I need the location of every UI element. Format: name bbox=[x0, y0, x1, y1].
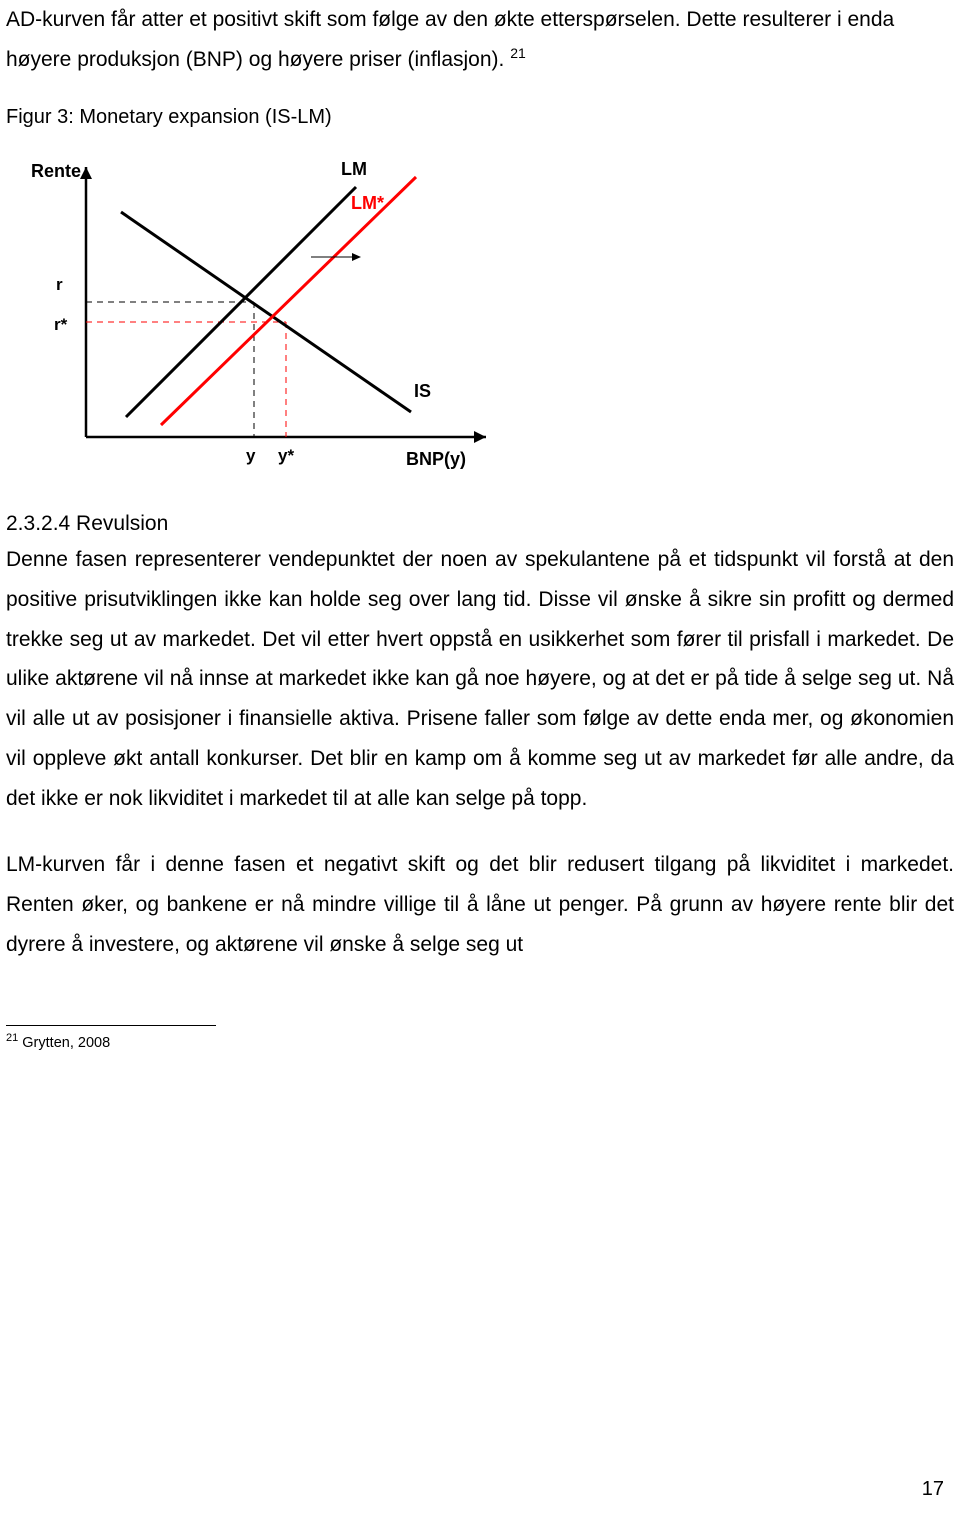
footnote-num: 21 bbox=[6, 1032, 18, 1044]
svg-text:BNP(y): BNP(y) bbox=[406, 449, 466, 469]
svg-text:r: r bbox=[56, 275, 63, 294]
figure-title: Figur 3: Monetary expansion (IS-LM) bbox=[6, 106, 954, 129]
islm-chart: Rente LM LM* r r* IS y y* BNP(y) bbox=[6, 147, 954, 482]
svg-text:Rente: Rente bbox=[31, 161, 81, 181]
footnote: 21 Grytten, 2008 bbox=[6, 1032, 954, 1051]
page-number: 17 bbox=[922, 1478, 944, 1501]
svg-text:IS: IS bbox=[414, 381, 431, 401]
body-paragraph-2: LM-kurven får i denne fasen et negativt … bbox=[6, 845, 954, 965]
intro-paragraph: AD-kurven får atter et positivt skift so… bbox=[6, 0, 954, 80]
intro-text: AD-kurven får atter et positivt skift so… bbox=[6, 8, 894, 71]
footnote-rule bbox=[6, 1025, 216, 1026]
svg-text:r*: r* bbox=[54, 315, 68, 334]
intro-superscript: 21 bbox=[510, 45, 526, 61]
footnote-text: Grytten, 2008 bbox=[18, 1035, 110, 1051]
figure-title-rest: Monetary expansion (IS-LM) bbox=[74, 106, 332, 128]
svg-text:LM: LM bbox=[341, 159, 367, 179]
svg-text:y*: y* bbox=[278, 446, 294, 465]
figure-title-prefix: Figur 3: bbox=[6, 106, 74, 128]
svg-text:LM*: LM* bbox=[351, 193, 384, 213]
body-paragraph-1: Denne fasen representerer vendepunktet d… bbox=[6, 540, 954, 819]
section-heading: 2.3.2.4 Revulsion bbox=[6, 512, 954, 536]
svg-text:y: y bbox=[246, 446, 256, 465]
